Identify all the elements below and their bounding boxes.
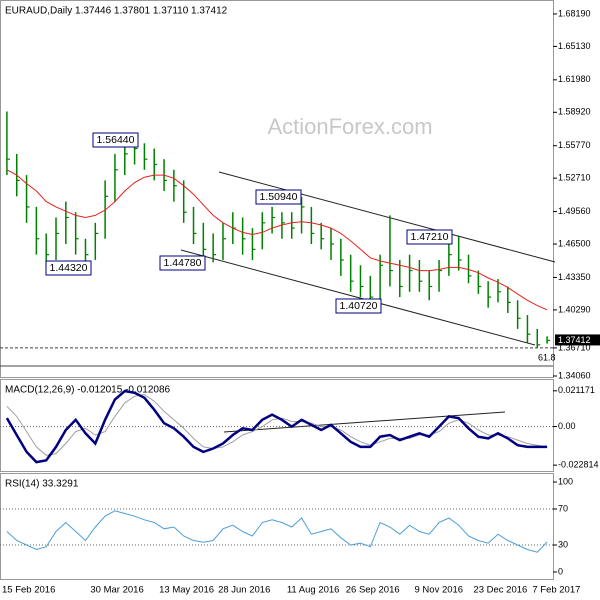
x-tick-label: 26 Sep 2016 bbox=[346, 585, 400, 596]
y-tick-label: 1.43350 bbox=[558, 272, 591, 282]
x-tick-label: 15 Feb 2016 bbox=[2, 585, 55, 596]
channel-line bbox=[180, 249, 536, 346]
channel-line bbox=[218, 171, 556, 263]
macd-title: MACD(12,26,9) -0.012015 -0.012086 bbox=[5, 385, 171, 396]
y-tick-label: 1.61980 bbox=[558, 74, 591, 84]
x-tick-label: 13 May 2016 bbox=[159, 585, 214, 596]
line-rsi bbox=[6, 510, 548, 553]
y-tick-label: 1.58920 bbox=[558, 107, 591, 117]
y-tick-label: 1.55770 bbox=[558, 140, 591, 150]
trend-line bbox=[223, 411, 506, 433]
annotation-box bbox=[92, 132, 139, 148]
annotation-box bbox=[406, 229, 453, 245]
annotation: 1.47210 bbox=[411, 231, 449, 243]
y-tick-label: 0.00 bbox=[558, 421, 576, 431]
macd-panel bbox=[0, 379, 554, 472]
watermark: ActionForex.com bbox=[267, 114, 432, 139]
last-price-box bbox=[555, 334, 600, 346]
x-tick-label: 9 Nov 2016 bbox=[415, 585, 464, 596]
rsi-title: RSI(14) 33.3291 bbox=[5, 479, 79, 490]
line-ma bbox=[6, 169, 548, 311]
annotation: 1.56440 bbox=[97, 134, 135, 146]
y-tick-label: 1.34060 bbox=[558, 370, 591, 380]
x-tick-label: 11 Aug 2016 bbox=[287, 585, 340, 596]
price-panel bbox=[0, 0, 554, 378]
line-signal bbox=[6, 393, 548, 456]
rsi-panel bbox=[0, 473, 554, 580]
annotation: 1.44320 bbox=[50, 262, 88, 274]
y-tick-label: 1.52710 bbox=[558, 173, 591, 183]
fib-label: 61.8 bbox=[538, 352, 556, 362]
line-macd bbox=[5, 389, 548, 464]
x-tick-label: 23 Dec 2016 bbox=[473, 585, 527, 596]
annotation: 1.40720 bbox=[340, 300, 378, 312]
y-tick-label: 1.65130 bbox=[558, 41, 591, 51]
annotation-box bbox=[335, 298, 382, 314]
chart-title: EURAUD,Daily 1.37446 1.37801 1.37110 1.3… bbox=[5, 6, 228, 17]
annotation-box bbox=[45, 260, 92, 276]
annotation-box bbox=[255, 189, 302, 205]
x-tick-label: 7 Feb 2017 bbox=[532, 585, 580, 596]
y-tick-label: 1.68190 bbox=[558, 8, 591, 18]
y-tick-label: 1.49560 bbox=[558, 206, 591, 216]
y-tick-label: 100 bbox=[558, 476, 573, 486]
annotation-box bbox=[159, 255, 206, 271]
y-tick-label: 1.46500 bbox=[558, 238, 591, 248]
y-tick-label: -0.022814 bbox=[558, 459, 599, 469]
annotation: 1.44780 bbox=[164, 257, 202, 269]
y-tick-label: 1.40290 bbox=[558, 304, 591, 314]
annotation: 1.50940 bbox=[260, 191, 298, 203]
y-tick-label: 30 bbox=[558, 539, 568, 549]
x-tick-label: 30 Mar 2016 bbox=[90, 585, 143, 596]
last-price-label: 1.37412 bbox=[558, 335, 591, 345]
y-tick-label: 0 bbox=[558, 566, 563, 576]
x-tick-label: 28 Jun 2016 bbox=[218, 585, 270, 596]
y-tick-label: 1.36710 bbox=[558, 342, 591, 352]
y-tick-label: 0.021171 bbox=[558, 385, 595, 395]
y-tick-label: 70 bbox=[558, 503, 568, 513]
